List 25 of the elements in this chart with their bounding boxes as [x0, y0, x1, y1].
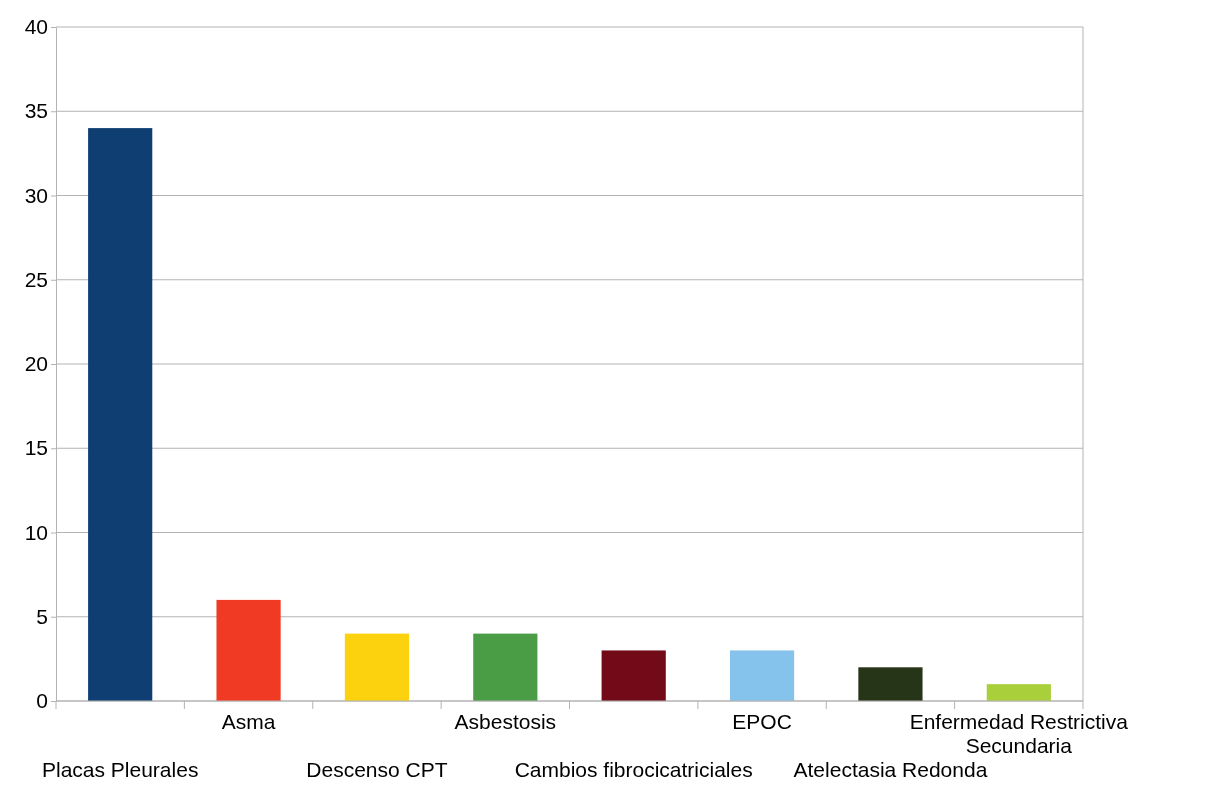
x-tick-label: Cambios fibrocicatriciales: [514, 758, 753, 781]
y-tick-label: 5: [36, 604, 48, 628]
y-tick-label: 25: [24, 267, 48, 291]
bar: [858, 667, 923, 701]
y-tick-label: 40: [24, 15, 48, 39]
x-tick-label: Asbestosis: [454, 710, 557, 733]
bar: [344, 633, 410, 701]
y-tick-label: 10: [24, 520, 48, 544]
x-tick-label: Placas Pleurales: [41, 758, 199, 781]
bar: [473, 633, 538, 701]
y-tick-label: 0: [36, 689, 48, 713]
bar: [986, 684, 1051, 701]
y-tick-label: 35: [24, 99, 48, 123]
y-tick-label: 15: [24, 436, 48, 460]
x-tick-label: Enfermedad Restrictiva Secundaria: [909, 710, 1129, 757]
x-tick-label: Descenso CPT: [306, 758, 448, 781]
bar: [729, 650, 795, 701]
x-tick-label: Asma: [221, 710, 276, 733]
x-tick-label: EPOC: [732, 710, 792, 733]
bar: [601, 650, 666, 701]
y-tick-label: 30: [24, 183, 48, 207]
x-tick-label: Atelectasia Redonda: [793, 758, 988, 781]
y-tick-label: 20: [24, 352, 48, 376]
bar: [88, 128, 153, 701]
bar: [216, 599, 281, 701]
